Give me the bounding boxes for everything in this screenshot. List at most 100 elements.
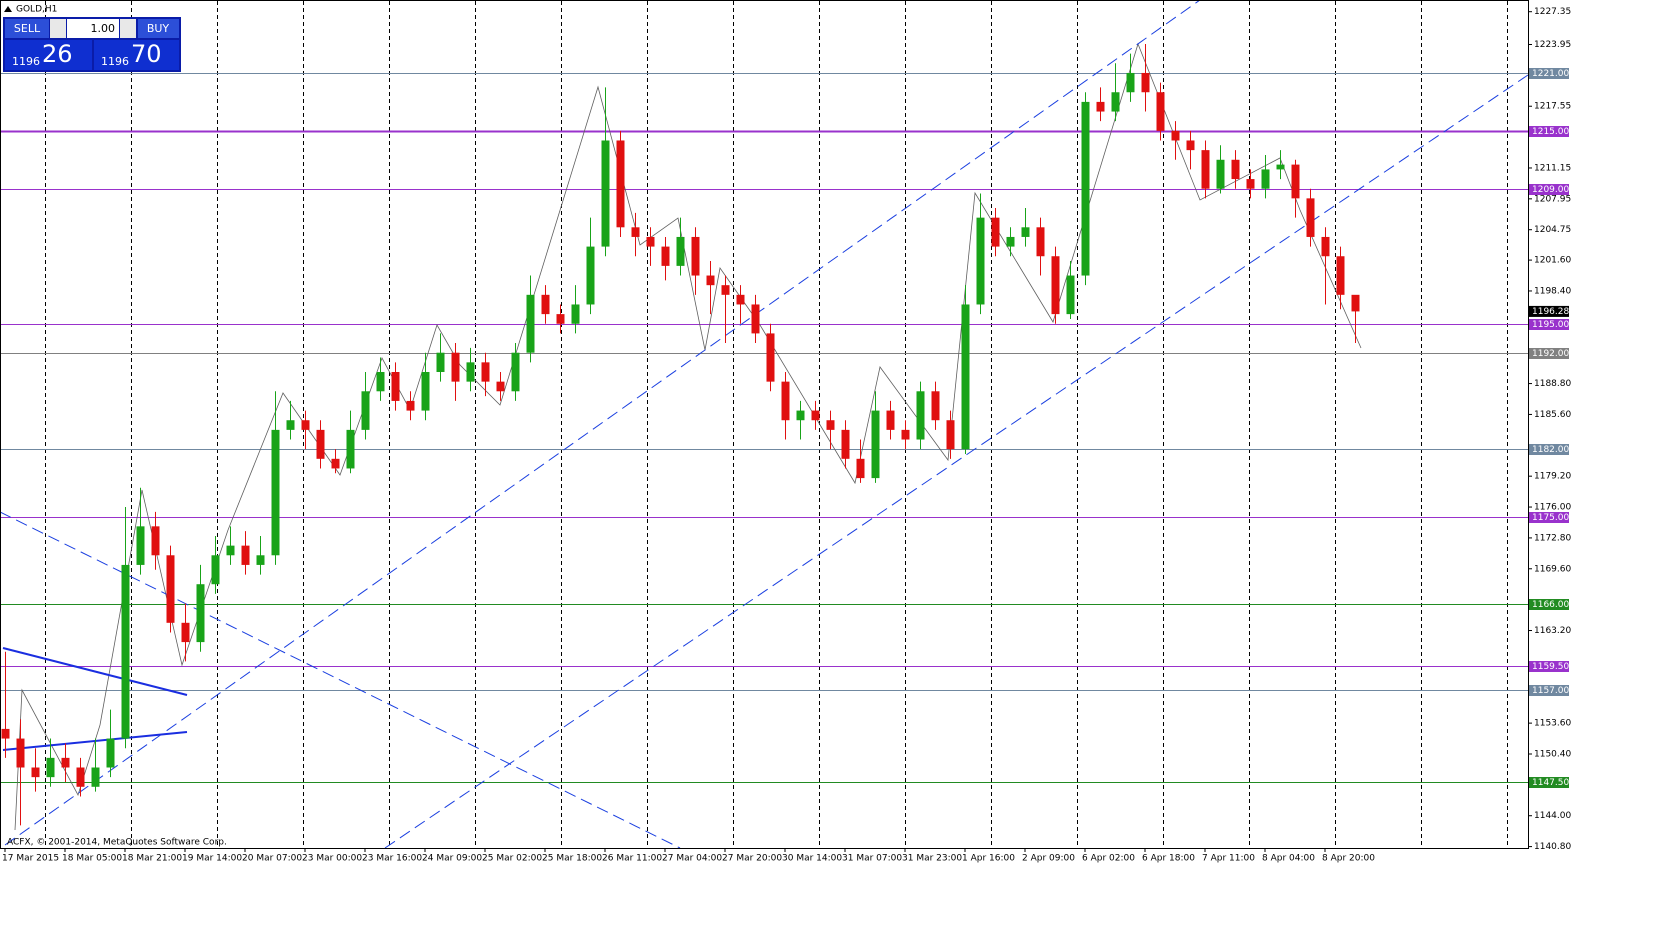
candle-body xyxy=(271,429,280,556)
candle-body xyxy=(16,738,25,768)
y-tick-label: 1204.75 xyxy=(1534,225,1571,235)
level-label: 1166.00 xyxy=(1532,600,1569,610)
y-tick-label: 1176.00 xyxy=(1534,503,1571,513)
buy-label: BUY xyxy=(147,22,170,35)
candle-body xyxy=(556,314,565,324)
level-box xyxy=(1529,68,1569,79)
candle-body xyxy=(1051,256,1060,315)
candle-body xyxy=(631,227,640,237)
ask-head: 1196 xyxy=(101,55,129,68)
x-tick-label: 24 Mar 09:00 xyxy=(422,854,482,864)
lot-field[interactable] xyxy=(67,19,119,38)
x-tick-label: 27 Mar 20:00 xyxy=(722,854,782,864)
candle-body xyxy=(811,410,820,421)
y-tick-label: 1227.35 xyxy=(1534,7,1571,17)
candle-body xyxy=(61,757,70,768)
candle-body xyxy=(946,420,955,450)
candle-body xyxy=(751,304,760,334)
candle-body xyxy=(331,458,340,469)
candle-body xyxy=(1231,159,1240,180)
x-tick-label: 18 Mar 05:00 xyxy=(62,854,122,864)
trade-panel: SELL 1.00 BUY 1196 26 1196 70 xyxy=(3,17,181,72)
candle-body xyxy=(346,429,355,469)
candle-body xyxy=(826,420,835,430)
candle-body xyxy=(286,420,295,430)
y-tick-label: 1150.40 xyxy=(1534,749,1571,759)
level-label: 1192.00 xyxy=(1532,349,1569,359)
candle-body xyxy=(1186,140,1195,151)
level-label: 1147.50 xyxy=(1532,778,1569,788)
y-tick-label: 1169.60 xyxy=(1534,564,1571,574)
candle-body xyxy=(226,545,235,556)
x-tick-label: 31 Mar 23:00 xyxy=(902,854,962,864)
grid xyxy=(45,1,1508,848)
y-tick-label: 1163.20 xyxy=(1534,626,1571,636)
sell-button[interactable] xyxy=(5,19,49,38)
candle-body xyxy=(736,294,745,305)
candle-body xyxy=(241,545,250,565)
candle-body xyxy=(136,526,145,565)
candle-body xyxy=(1,728,10,739)
candle-body xyxy=(406,400,415,411)
candle-body xyxy=(766,333,775,382)
candle-body xyxy=(421,371,430,411)
candle-body xyxy=(586,246,595,305)
candle-body xyxy=(676,236,685,266)
candle-body xyxy=(1351,294,1360,312)
y-tick-label: 1207.95 xyxy=(1534,194,1571,204)
candle-body xyxy=(931,391,940,421)
candle-body xyxy=(256,555,265,565)
candle-body xyxy=(376,371,385,392)
candle-body xyxy=(601,140,610,247)
price-label: 1196.28 xyxy=(1532,307,1569,317)
x-tick-label: 23 Mar 00:00 xyxy=(302,854,362,864)
x-tick-label: 23 Mar 16:00 xyxy=(362,854,422,864)
drawings xyxy=(0,0,1529,849)
candle-body xyxy=(1336,256,1345,295)
x-tick-label: 17 Mar 2015 xyxy=(2,854,59,864)
x-tick-label: 31 Mar 07:00 xyxy=(842,854,902,864)
candle-body xyxy=(91,767,100,787)
bid-box[interactable] xyxy=(5,40,92,70)
level-label: 1159.50 xyxy=(1532,662,1569,672)
y-tick-label: 1140.80 xyxy=(1534,842,1571,852)
candle-body xyxy=(1306,198,1315,237)
candle-body xyxy=(361,391,370,430)
lot-up[interactable] xyxy=(120,19,136,38)
x-axis: 17 Mar 2015 18 Mar 05:00 18 Mar 21:00 19 Ma… xyxy=(2,848,1375,864)
y-tick-label: 1185.60 xyxy=(1534,410,1571,420)
candle-body xyxy=(76,767,85,787)
candle-body xyxy=(916,391,925,440)
ask-box[interactable] xyxy=(94,40,179,70)
candle-body xyxy=(571,304,580,324)
candle-body xyxy=(1291,164,1300,199)
level-box xyxy=(1529,685,1569,696)
buy-button[interactable] xyxy=(138,19,179,38)
level-label: 1215.00 xyxy=(1532,127,1569,137)
candle-body xyxy=(166,555,175,623)
plot-frame xyxy=(0,0,1529,849)
candle-body xyxy=(211,555,220,585)
candle-body xyxy=(886,410,895,430)
channel-line xyxy=(4,0,1201,846)
y-tick-label: 1153.60 xyxy=(1534,719,1571,729)
candle-body xyxy=(541,294,550,315)
y-tick-label: 1223.95 xyxy=(1534,40,1571,50)
candle-body xyxy=(781,381,790,421)
x-tick-label: 6 Apr 18:00 xyxy=(1142,854,1195,864)
x-tick-label: 25 Mar 18:00 xyxy=(542,854,602,864)
x-tick-label: 30 Mar 14:00 xyxy=(782,854,842,864)
level-label: 1209.00 xyxy=(1532,185,1569,195)
candle-body xyxy=(511,352,520,392)
candle-body xyxy=(301,420,310,430)
candle-body xyxy=(496,381,505,392)
candle-body xyxy=(1276,164,1285,170)
x-tick-label: 8 Apr 04:00 xyxy=(1262,854,1315,864)
candle-body xyxy=(1096,101,1105,112)
lot-down[interactable] xyxy=(50,19,66,38)
candle-body xyxy=(1006,236,1015,247)
x-tick-label: 8 Apr 20:00 xyxy=(1322,854,1375,864)
candle-body xyxy=(646,236,655,247)
y-tick-label: 1217.55 xyxy=(1534,102,1571,112)
